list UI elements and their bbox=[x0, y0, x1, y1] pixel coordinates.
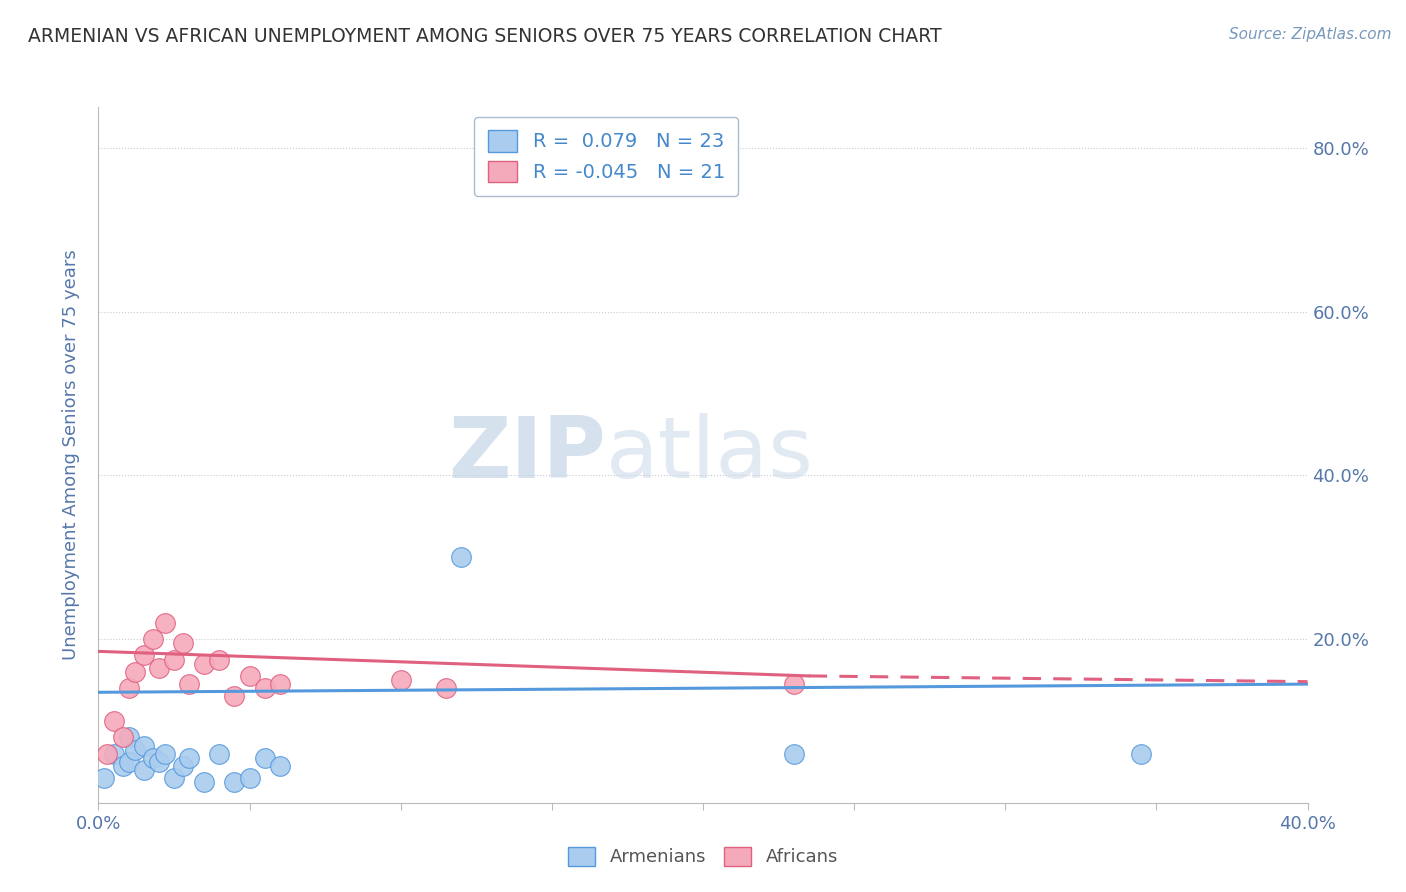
Point bbox=[172, 759, 194, 773]
Text: ZIP: ZIP bbox=[449, 413, 606, 497]
Legend: Armenians, Africans: Armenians, Africans bbox=[557, 836, 849, 877]
Point bbox=[124, 665, 146, 679]
Point bbox=[269, 759, 291, 773]
Point bbox=[450, 550, 472, 565]
Point bbox=[193, 657, 215, 671]
Point bbox=[153, 615, 176, 630]
Point bbox=[111, 759, 134, 773]
Point bbox=[132, 648, 155, 663]
Point bbox=[179, 677, 201, 691]
Point bbox=[148, 755, 170, 769]
Point bbox=[253, 681, 276, 696]
Text: atlas: atlas bbox=[606, 413, 814, 497]
Point bbox=[118, 755, 141, 769]
Point bbox=[434, 681, 457, 696]
Point bbox=[93, 771, 115, 785]
Point bbox=[253, 751, 276, 765]
Point bbox=[124, 742, 146, 756]
Point bbox=[783, 677, 806, 691]
Y-axis label: Unemployment Among Seniors over 75 years: Unemployment Among Seniors over 75 years bbox=[62, 250, 80, 660]
Point bbox=[269, 677, 291, 691]
Point bbox=[163, 771, 186, 785]
Point bbox=[224, 775, 246, 789]
Point bbox=[239, 669, 262, 683]
Point bbox=[148, 661, 170, 675]
Point bbox=[118, 681, 141, 696]
Point bbox=[142, 632, 165, 646]
Point bbox=[239, 771, 262, 785]
Text: Source: ZipAtlas.com: Source: ZipAtlas.com bbox=[1229, 27, 1392, 42]
Point bbox=[103, 714, 125, 728]
Point bbox=[224, 690, 246, 704]
Point bbox=[142, 751, 165, 765]
Point bbox=[172, 636, 194, 650]
Point bbox=[118, 731, 141, 745]
Point bbox=[96, 747, 118, 761]
Point bbox=[163, 652, 186, 666]
Point bbox=[103, 747, 125, 761]
Point bbox=[132, 739, 155, 753]
Point bbox=[132, 763, 155, 777]
Point bbox=[208, 652, 231, 666]
Point bbox=[208, 747, 231, 761]
Point bbox=[111, 731, 134, 745]
Point bbox=[153, 747, 176, 761]
Point bbox=[1130, 747, 1153, 761]
Point bbox=[179, 751, 201, 765]
Point bbox=[389, 673, 412, 687]
Text: ARMENIAN VS AFRICAN UNEMPLOYMENT AMONG SENIORS OVER 75 YEARS CORRELATION CHART: ARMENIAN VS AFRICAN UNEMPLOYMENT AMONG S… bbox=[28, 27, 942, 45]
Point bbox=[193, 775, 215, 789]
Point bbox=[783, 747, 806, 761]
